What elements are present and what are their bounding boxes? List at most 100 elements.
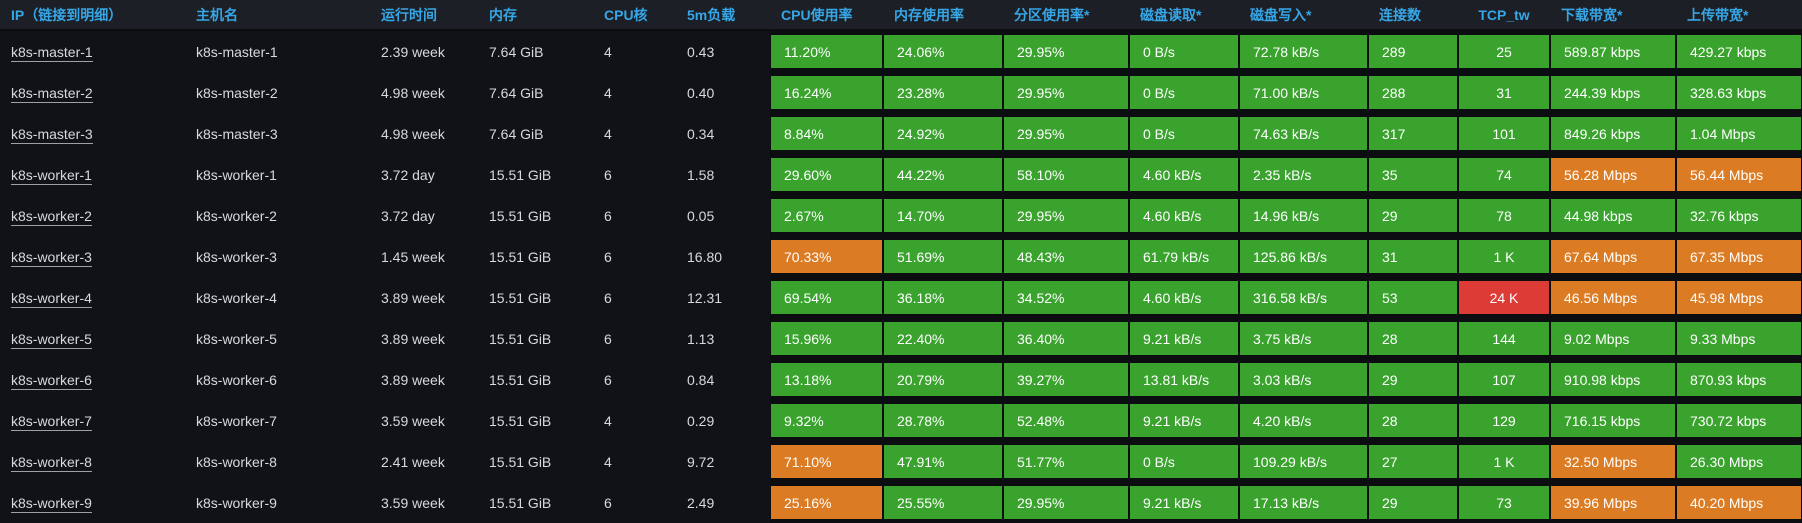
tcp_tw-value: 144 (1459, 322, 1549, 355)
disk_read-value: 9.21 kB/s (1130, 486, 1238, 519)
ip-detail-link[interactable]: k8s-master-1 (11, 43, 93, 62)
column-header-memory[interactable]: 内存 (478, 0, 593, 31)
cell-load5m: 0.43 (676, 31, 770, 72)
part_usage-value: 52.48% (1004, 404, 1128, 437)
ip-detail-link[interactable]: k8s-worker-1 (11, 166, 92, 185)
cell-part_usage: 29.95% (1003, 72, 1129, 113)
cell-disk_read: 13.81 kB/s (1129, 359, 1239, 400)
cell-hostname: k8s-worker-6 (185, 359, 370, 400)
cell-ip: k8s-worker-4 (0, 277, 185, 318)
part_usage-value: 39.27% (1004, 363, 1128, 396)
cell-disk_read: 9.21 kB/s (1129, 482, 1239, 523)
cell-upload: 67.35 Mbps (1676, 236, 1802, 277)
part_usage-value: 48.43% (1004, 240, 1128, 273)
cell-mem_usage: 20.79% (883, 359, 1003, 400)
cell-disk_read: 0 B/s (1129, 31, 1239, 72)
ip-detail-link[interactable]: k8s-master-3 (11, 125, 93, 144)
cell-connections: 53 (1368, 277, 1458, 318)
cell-part_usage: 29.95% (1003, 31, 1129, 72)
cell-mem_usage: 14.70% (883, 195, 1003, 236)
cell-connections: 29 (1368, 195, 1458, 236)
cell-cpu_cores: 6 (593, 154, 676, 195)
column-header-download[interactable]: 下载带宽* (1550, 0, 1676, 31)
ip-detail-link[interactable]: k8s-worker-5 (11, 330, 92, 349)
cell-tcp_tw: 1 K (1458, 441, 1550, 482)
column-header-cpu_usage[interactable]: CPU使用率 (770, 0, 883, 31)
cell-memory: 15.51 GiB (478, 400, 593, 441)
cell-cpu_usage: 2.67% (770, 195, 883, 236)
cell-download: 44.98 kbps (1550, 195, 1676, 236)
cell-upload: 32.76 kbps (1676, 195, 1802, 236)
cell-mem_usage: 51.69% (883, 236, 1003, 277)
tcp_tw-value: 25 (1459, 35, 1549, 68)
ip-detail-link[interactable]: k8s-worker-2 (11, 207, 92, 226)
cell-cpu_usage: 15.96% (770, 318, 883, 359)
cell-cpu_usage: 16.24% (770, 72, 883, 113)
table-row: k8s-master-1 k8s-master-1 2.39 week 7.64 Gi… (0, 31, 1802, 72)
column-header-disk_write[interactable]: 磁盘写入* (1239, 0, 1368, 31)
cell-cpu_usage: 29.60% (770, 154, 883, 195)
column-header-load5m[interactable]: 5m负载 (676, 0, 770, 31)
download-value: 716.15 kbps (1551, 404, 1675, 437)
disk_read-value: 9.21 kB/s (1130, 404, 1238, 437)
cell-ip: k8s-worker-8 (0, 441, 185, 482)
ip-detail-link[interactable]: k8s-worker-3 (11, 248, 92, 267)
column-header-hostname[interactable]: 主机名 (185, 0, 370, 31)
mem_usage-value: 22.40% (884, 322, 1002, 355)
ip-detail-link[interactable]: k8s-worker-7 (11, 412, 92, 431)
cpu_usage-value: 11.20% (771, 35, 882, 68)
cell-connections: 31 (1368, 236, 1458, 277)
cell-hostname: k8s-master-1 (185, 31, 370, 72)
column-header-tcp_tw[interactable]: TCP_tw (1458, 0, 1550, 31)
ip-detail-link[interactable]: k8s-worker-8 (11, 453, 92, 472)
cell-disk_write: 14.96 kB/s (1239, 195, 1368, 236)
column-header-mem_usage[interactable]: 内存使用率 (883, 0, 1003, 31)
ip-detail-link[interactable]: k8s-worker-9 (11, 494, 92, 513)
cell-memory: 15.51 GiB (478, 359, 593, 400)
cell-memory: 15.51 GiB (478, 154, 593, 195)
cell-memory: 15.51 GiB (478, 277, 593, 318)
cell-cpu_cores: 4 (593, 441, 676, 482)
mem_usage-value: 24.92% (884, 117, 1002, 150)
cell-uptime: 3.89 week (370, 318, 478, 359)
disk_read-value: 0 B/s (1130, 117, 1238, 150)
cell-tcp_tw: 73 (1458, 482, 1550, 523)
column-header-upload[interactable]: 上传带宽* (1676, 0, 1802, 31)
download-value: 589.87 kbps (1551, 35, 1675, 68)
upload-value: 45.98 Mbps (1677, 281, 1801, 314)
mem_usage-value: 23.28% (884, 76, 1002, 109)
cell-mem_usage: 24.06% (883, 31, 1003, 72)
cell-disk_write: 17.13 kB/s (1239, 482, 1368, 523)
cell-uptime: 3.59 week (370, 400, 478, 441)
tcp_tw-value: 1 K (1459, 240, 1549, 273)
cell-part_usage: 29.95% (1003, 482, 1129, 523)
column-header-ip[interactable]: IP（链接到明细） (0, 0, 185, 31)
column-header-cpu_cores[interactable]: CPU核 (593, 0, 676, 31)
cell-download: 39.96 Mbps (1550, 482, 1676, 523)
ip-detail-link[interactable]: k8s-master-2 (11, 84, 93, 103)
cell-tcp_tw: 1 K (1458, 236, 1550, 277)
tcp_tw-value: 1 K (1459, 445, 1549, 478)
column-header-uptime[interactable]: 运行时间 (370, 0, 478, 31)
cell-connections: 28 (1368, 318, 1458, 359)
cell-cpu_cores: 4 (593, 113, 676, 154)
cell-uptime: 2.39 week (370, 31, 478, 72)
cell-hostname: k8s-master-3 (185, 113, 370, 154)
cell-ip: k8s-worker-2 (0, 195, 185, 236)
cpu_usage-value: 29.60% (771, 158, 882, 191)
ip-detail-link[interactable]: k8s-worker-4 (11, 289, 92, 308)
cell-connections: 35 (1368, 154, 1458, 195)
cell-disk_write: 2.35 kB/s (1239, 154, 1368, 195)
cell-load5m: 12.31 (676, 277, 770, 318)
cell-cpu_cores: 4 (593, 400, 676, 441)
cell-tcp_tw: 129 (1458, 400, 1550, 441)
mem_usage-value: 20.79% (884, 363, 1002, 396)
cell-hostname: k8s-worker-1 (185, 154, 370, 195)
column-header-part_usage[interactable]: 分区使用率* (1003, 0, 1129, 31)
cell-disk_write: 3.03 kB/s (1239, 359, 1368, 400)
column-header-connections[interactable]: 连接数 (1368, 0, 1458, 31)
cell-load5m: 0.29 (676, 400, 770, 441)
table-row: k8s-worker-8 k8s-worker-8 2.41 week 15.51 G… (0, 441, 1802, 482)
ip-detail-link[interactable]: k8s-worker-6 (11, 371, 92, 390)
column-header-disk_read[interactable]: 磁盘读取* (1129, 0, 1239, 31)
